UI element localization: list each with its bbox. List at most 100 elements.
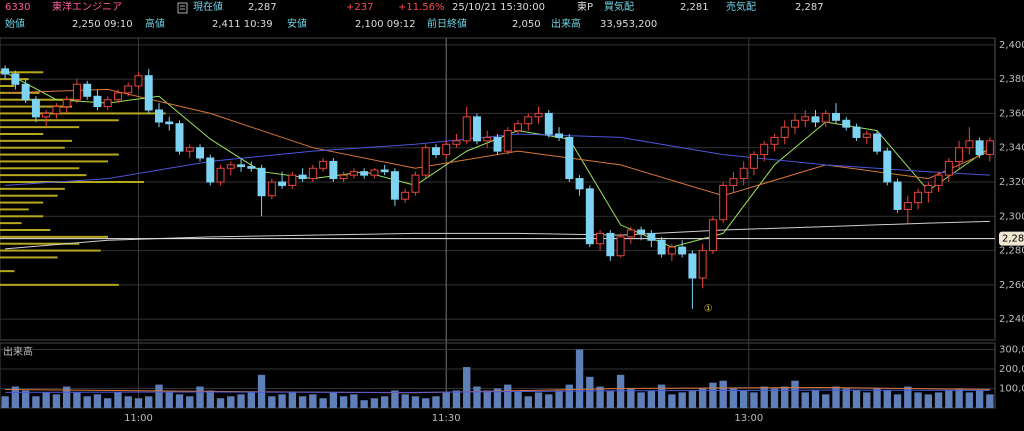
candle-body	[288, 174, 297, 186]
volume-bar	[555, 390, 563, 408]
label: 前日終値	[427, 19, 467, 30]
candle-body	[206, 157, 215, 183]
volume-bar	[32, 396, 40, 408]
candle-body	[790, 119, 799, 128]
ma-line	[5, 389, 990, 393]
volume-bar	[42, 392, 50, 408]
candle-body	[749, 154, 758, 169]
volume-bar	[298, 396, 307, 408]
ma-line	[4, 71, 991, 248]
label: 高値	[145, 19, 165, 30]
volume-profile-bar	[0, 201, 44, 204]
candle-body	[216, 167, 225, 183]
candle-body	[144, 75, 153, 111]
x-tick-label: 13:00	[734, 413, 763, 424]
candle-body	[93, 95, 102, 108]
candle-body	[42, 112, 51, 118]
volume-bar	[822, 394, 830, 408]
candle-body	[821, 112, 830, 123]
volume-profile-bar	[0, 174, 87, 177]
volume-bar	[606, 390, 615, 408]
candle-body	[832, 112, 840, 121]
volume-bar	[965, 392, 974, 408]
volume-bar	[411, 396, 420, 408]
volume-bar	[586, 376, 594, 408]
candle-body	[308, 167, 317, 180]
volume-bar	[93, 394, 102, 408]
volume-bar	[688, 390, 697, 408]
stock-name[interactable]: 東洋エンジニア	[52, 2, 122, 13]
volume-profile-bar	[0, 181, 144, 183]
candle-body	[329, 160, 338, 180]
volume-bar	[114, 392, 122, 408]
label: 出来高	[551, 19, 581, 30]
candle-body	[893, 181, 902, 210]
volume-bar	[134, 398, 143, 408]
candle-body	[390, 171, 399, 200]
icon[interactable]	[177, 2, 188, 14]
volume-bar	[801, 392, 809, 408]
volume-bar	[370, 398, 379, 408]
y-tick-label: 2,240	[999, 314, 1024, 325]
volume-bar	[852, 390, 861, 408]
volume-bar	[709, 382, 717, 408]
candle-body	[83, 83, 92, 97]
volume-profile-bar	[0, 153, 119, 156]
ma-line	[5, 386, 990, 394]
volume-profile-bar	[0, 235, 108, 238]
candle-body	[165, 121, 174, 125]
volume-bar	[329, 392, 338, 408]
volume-bar	[657, 384, 666, 408]
y-tick-label: 2,400	[999, 40, 1024, 51]
candle-body	[175, 123, 184, 152]
candle-body	[534, 112, 543, 118]
volume-bar	[811, 390, 820, 408]
candle-body	[62, 99, 71, 108]
candle-body	[729, 178, 738, 186]
candle-body	[565, 136, 574, 180]
volume-profile-bar	[0, 194, 58, 197]
y-tick-label: 2,260	[999, 280, 1024, 291]
volume-bar	[175, 394, 184, 408]
value: +11.56%	[398, 2, 445, 13]
y-tick-label: 2,280	[999, 246, 1024, 257]
volume-bar	[165, 392, 173, 408]
volume-bar	[206, 390, 214, 408]
stock-code[interactable]: 6330	[5, 2, 31, 13]
volume-bar	[391, 390, 399, 408]
label: 現在値	[193, 2, 223, 13]
candle-body	[298, 174, 307, 180]
candle-body	[801, 116, 810, 121]
y-tick-label: 2,300	[999, 211, 1024, 222]
volume-bar	[955, 388, 963, 408]
volume-bar	[873, 388, 881, 408]
candle-body	[493, 136, 502, 152]
candle-body	[708, 219, 717, 252]
volume-bar	[227, 396, 235, 408]
candle-body	[1, 68, 10, 75]
volume-bar	[514, 390, 522, 408]
volume-bar	[739, 390, 748, 408]
candle-body	[965, 140, 974, 149]
candle-body	[155, 109, 163, 123]
volume-bar	[196, 386, 204, 408]
volume-bar	[422, 398, 430, 408]
volume-bar	[545, 394, 553, 408]
volume-profile-bar	[0, 85, 15, 87]
candle-body	[360, 171, 369, 176]
volume-bar	[719, 380, 727, 408]
volume-bar	[104, 398, 112, 408]
candle-body	[247, 166, 256, 169]
volume-bar	[278, 394, 286, 408]
volume-bar	[893, 394, 902, 408]
volume-bar	[493, 388, 502, 408]
panel-title: 出来高	[3, 345, 33, 358]
volume-bar	[914, 392, 922, 408]
candle-body	[637, 229, 646, 234]
candle-body	[924, 184, 933, 193]
candle-body	[524, 116, 533, 125]
volume-profile-bar	[0, 229, 51, 231]
candle-body	[339, 174, 348, 180]
candle-body	[944, 160, 953, 176]
